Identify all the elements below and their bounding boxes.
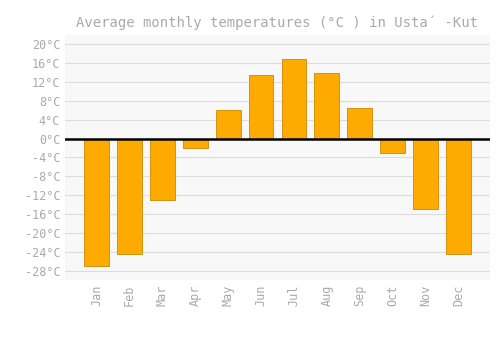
Title: Average monthly temperatures (°C ) in Ustа́ -Kut: Average monthly temperatures (°C ) in Us… xyxy=(76,15,478,30)
Bar xyxy=(248,75,274,139)
Bar xyxy=(446,139,470,254)
Bar xyxy=(84,139,109,266)
Bar xyxy=(282,58,306,139)
Bar xyxy=(348,108,372,139)
Bar xyxy=(413,139,438,209)
Bar xyxy=(150,139,174,200)
Bar xyxy=(380,139,405,153)
Bar xyxy=(314,73,339,139)
Bar xyxy=(216,110,240,139)
Bar xyxy=(117,139,142,254)
Bar xyxy=(183,139,208,148)
